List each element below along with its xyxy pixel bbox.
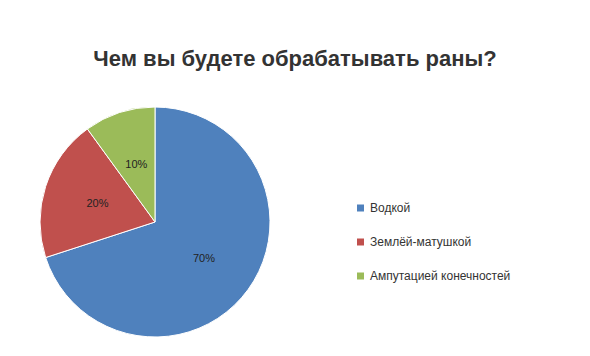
svg-text:Ампутацией конечностей: Ампутацией конечностей bbox=[370, 269, 510, 283]
svg-text:70%: 70% bbox=[193, 252, 215, 264]
svg-text:10%: 10% bbox=[125, 158, 147, 170]
svg-text:Землёй-матушкой: Землёй-матушкой bbox=[370, 235, 471, 249]
svg-text:20%: 20% bbox=[86, 197, 108, 209]
svg-text:Чем вы будете обрабатывать ран: Чем вы будете обрабатывать раны? bbox=[93, 46, 496, 71]
svg-text:Водкой: Водкой bbox=[370, 201, 410, 215]
